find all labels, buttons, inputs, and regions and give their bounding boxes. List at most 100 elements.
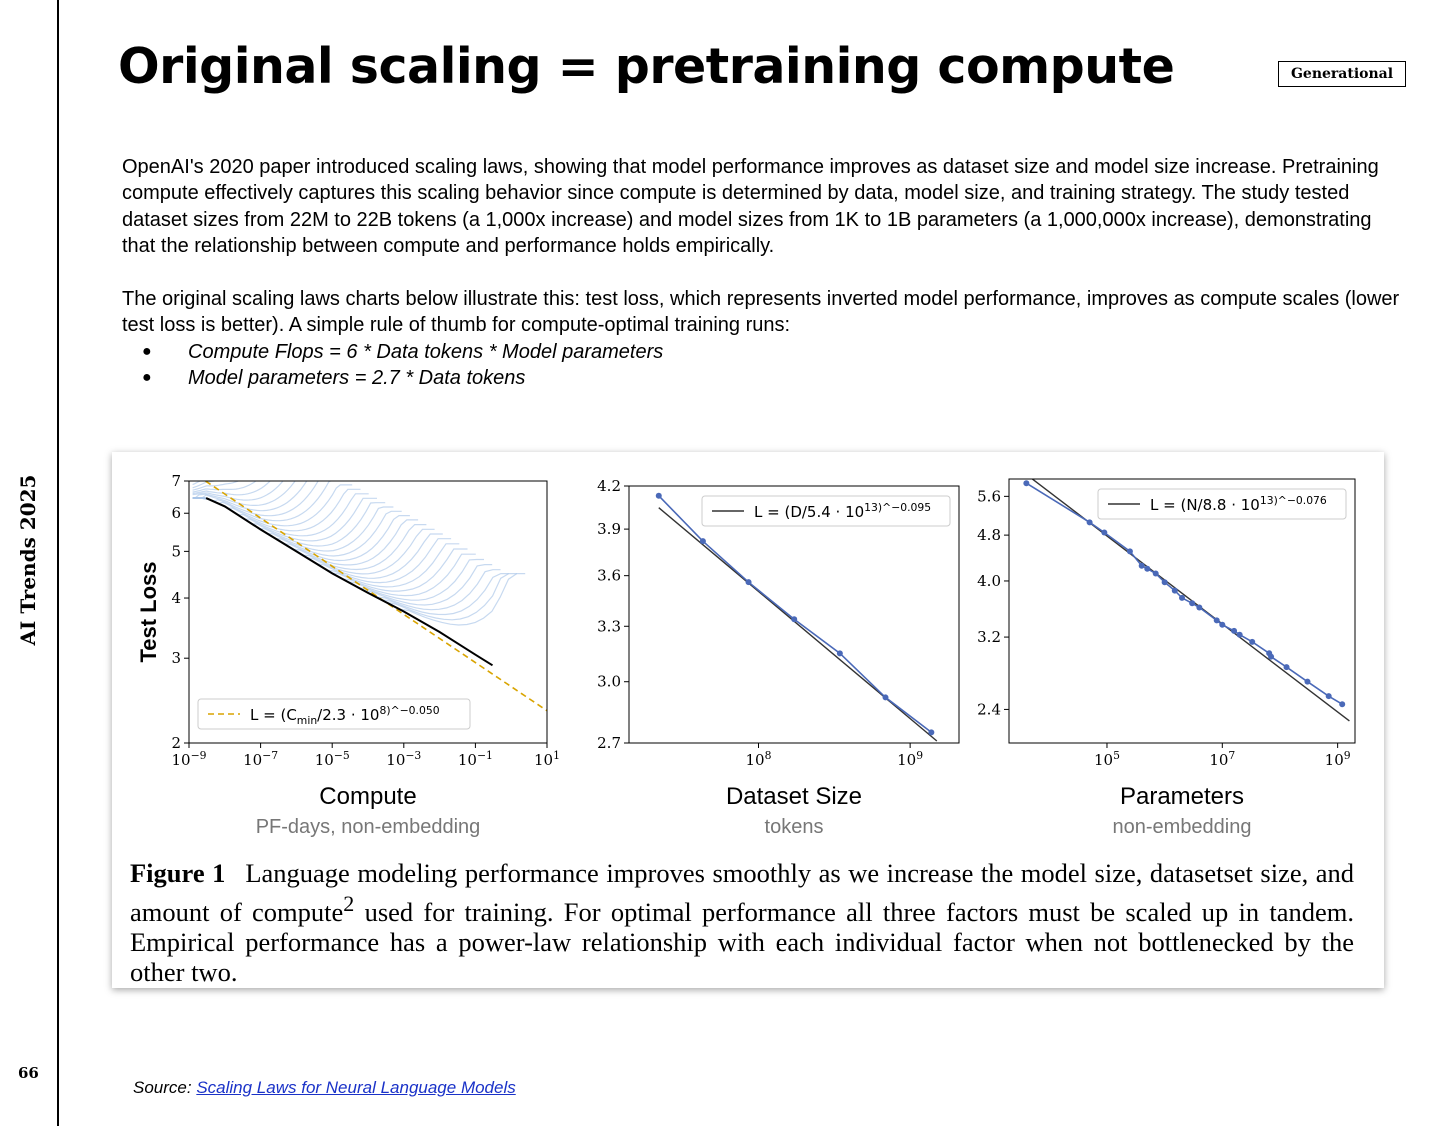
y-tick-label: 3.9	[597, 520, 621, 538]
intro-paragraph: OpenAI's 2020 paper introduced scaling l…	[122, 156, 1379, 257]
data-point	[1304, 678, 1311, 685]
y-tick-label: 2.7	[597, 734, 621, 752]
data-point	[699, 538, 706, 545]
x-tick-label: 105​	[1094, 749, 1120, 769]
y-tick-label: 3.6	[597, 567, 621, 585]
y-tick-label: 3.3	[597, 617, 621, 635]
y-tick-label: 2	[171, 734, 181, 752]
data-point	[1126, 548, 1133, 555]
learning-curve	[192, 481, 308, 512]
x-tick-label: 109​	[897, 749, 923, 769]
y-tick-label: 2.4	[977, 700, 1001, 718]
axis-subtitle: PF-days, non-embedding	[256, 816, 481, 838]
source-link[interactable]: Scaling Laws for Neural Language Models	[196, 1078, 516, 1097]
rule-list: ● Compute Flops = 6 * Data tokens * Model…	[140, 339, 663, 392]
y-axis-title: Test Loss	[136, 561, 161, 662]
legend-box	[701, 495, 951, 527]
y-tick-label: 6	[171, 504, 181, 522]
data-point	[1236, 631, 1243, 638]
legend-box	[197, 698, 471, 730]
data-point	[1196, 604, 1203, 611]
data-point	[791, 616, 798, 623]
plot-frame	[628, 485, 960, 744]
legend-label: L = (N/8.8 · 1013)^−0.076​	[1150, 494, 1327, 514]
data-point	[928, 729, 935, 736]
data-point	[1339, 701, 1346, 708]
axis-title: Parameters	[1120, 783, 1244, 810]
data-point	[1231, 627, 1238, 634]
data-point	[1144, 565, 1151, 572]
y-tick-label: 3.2	[977, 628, 1001, 646]
fit-line	[1031, 479, 1350, 722]
y-tick-label: 5	[171, 542, 181, 560]
data-point	[1023, 480, 1030, 487]
list-item: ● Model parameters = 2.7 * Data tokens	[140, 365, 663, 391]
axis-title: Compute	[319, 783, 416, 810]
data-point	[1189, 600, 1196, 607]
figure-caption: Figure 1 Language modeling performance im…	[130, 858, 1355, 988]
page-number: 66	[18, 1064, 39, 1082]
plot-frame	[1008, 478, 1356, 744]
axis-subtitle: tokens	[765, 816, 824, 838]
axis-subtitle: non-embedding	[1113, 816, 1252, 838]
x-tick-label: 10−7​	[243, 749, 278, 769]
learning-curve	[192, 481, 240, 491]
learning-curve	[192, 481, 257, 493]
axis-title: Dataset Size	[726, 783, 862, 810]
x-tick-label: 10−3​	[386, 749, 421, 769]
x-tick-label: 10−5​	[315, 749, 350, 769]
data-point	[882, 694, 889, 701]
chart-panel-1	[192, 481, 547, 712]
data-point	[1249, 638, 1256, 645]
learning-curve	[192, 481, 319, 517]
y-tick-label: 4.2	[597, 477, 621, 495]
x-tick-label: 101​	[534, 749, 560, 769]
data-point	[1086, 519, 1093, 526]
caption-label: Figure 1	[130, 858, 226, 888]
chart-panel-2	[655, 492, 938, 742]
rule-of-thumb-paragraph: The original scaling laws charts below i…	[122, 288, 1400, 337]
data-point	[1283, 664, 1290, 671]
y-tick-label: 4.0	[977, 572, 1001, 590]
page-title: Original scaling = pretraining compute	[118, 38, 1175, 95]
learning-curve	[192, 481, 284, 501]
x-tick-label: 107​	[1209, 749, 1235, 769]
y-tick-label: 5.6	[977, 487, 1001, 505]
y-tick-label: 3	[171, 649, 181, 667]
x-tick-label: 109​	[1325, 749, 1351, 769]
data-point	[1325, 693, 1332, 700]
y-tick-label: 4.8	[977, 526, 1001, 544]
y-tick-label: 7	[171, 472, 181, 490]
bullet-icon: ●	[142, 343, 152, 360]
scaling-charts: 10−9​ 10−7​ 10−5​ 10−3​ 10−1​ 101​ 2 3 4 5 6 7 L = (…	[136, 472, 1356, 838]
fit-line	[204, 481, 547, 712]
chart-panel-3	[1023, 479, 1350, 722]
learning-curve	[192, 481, 296, 506]
data-line	[658, 495, 932, 733]
legend-label: L = (D/5.4 · 1013)^−0.095​	[754, 501, 931, 521]
list-item: ● Compute Flops = 6 * Data tokens * Model…	[140, 339, 663, 365]
plot-frame	[188, 480, 548, 744]
data-point	[1101, 529, 1108, 536]
data-point	[1213, 617, 1220, 624]
x-tick-label: 108​	[746, 749, 772, 769]
data-point	[1179, 594, 1185, 601]
legend-box	[1097, 488, 1347, 520]
x-tick-label: 10−1​	[458, 749, 493, 769]
category-badge: Generational	[1278, 61, 1406, 87]
data-point	[1161, 579, 1168, 586]
bullet-icon: ●	[142, 369, 152, 387]
learning-curve	[192, 481, 271, 496]
data-point	[1152, 570, 1159, 577]
frontier-line	[205, 497, 494, 667]
figure-card: 10−9​ 10−7​ 10−5​ 10−3​ 10−1​ 101​ 2 3 4 5 6 7 L = (…	[112, 452, 1384, 988]
data-point	[1138, 562, 1145, 569]
source-line: Source: Scaling Laws for Neural Language…	[133, 1078, 516, 1097]
sidebar-divider	[57, 0, 59, 1126]
data-point	[836, 650, 843, 657]
data-point	[745, 579, 752, 586]
data-point	[655, 492, 662, 499]
learning-curve	[192, 481, 193, 482]
legend-label: L = (Cmin​/2.3 · 108)^−0.050​	[250, 704, 440, 727]
y-tick-label: 3.0	[597, 673, 621, 691]
